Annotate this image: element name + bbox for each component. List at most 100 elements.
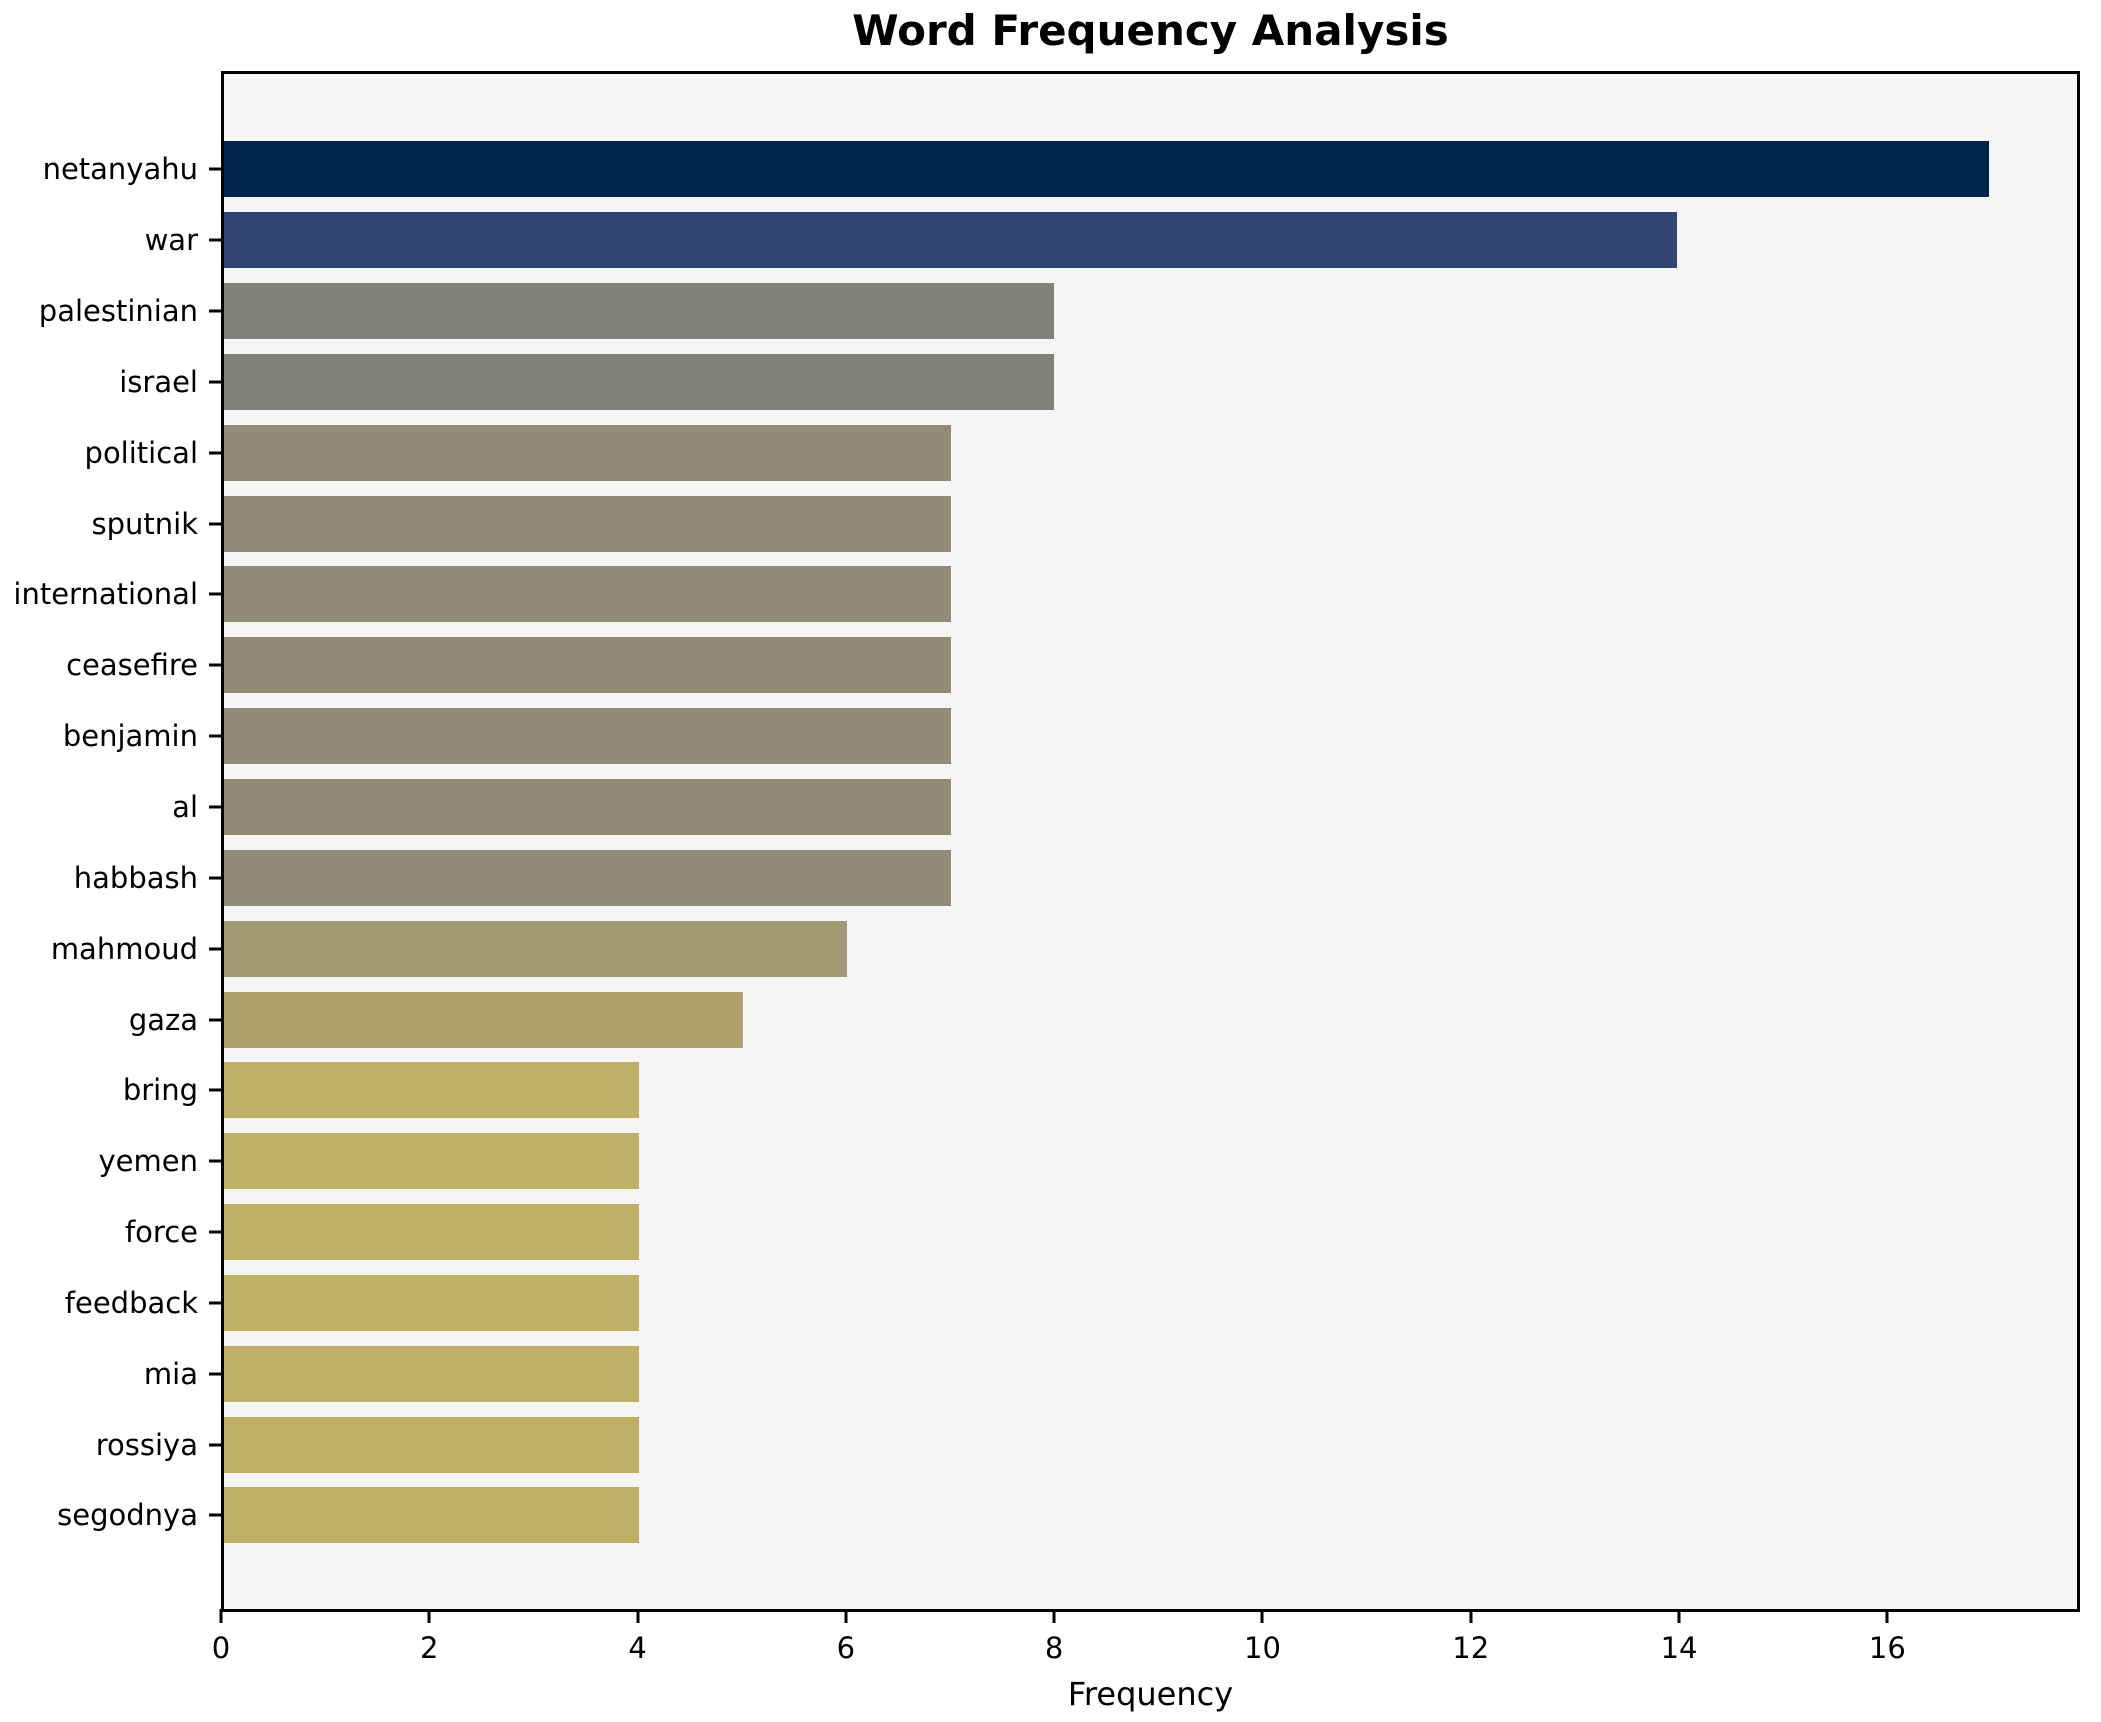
x-tick-mark (219, 1609, 223, 1623)
bar-row: ceasefire (66, 630, 2077, 701)
x-tick-label: 2 (420, 1631, 439, 1665)
y-tick-label: ceasefire (66, 648, 198, 683)
x-tick-label: 4 (628, 1631, 647, 1665)
bar (224, 283, 1055, 340)
bar (224, 1133, 640, 1190)
bar-row: feedback (65, 1268, 2077, 1339)
bar (224, 212, 1678, 269)
x-tick-label: 6 (836, 1631, 856, 1665)
bar-row: habbash (74, 842, 2077, 913)
y-tick-label: war (144, 223, 198, 258)
bar (224, 495, 951, 552)
y-tick-label: mahmoud (50, 931, 198, 966)
bar-row: mahmoud (51, 913, 2077, 984)
bar (224, 1062, 640, 1119)
bar (224, 991, 744, 1048)
x-tick-label: 8 (1044, 1631, 1064, 1665)
bar-row: netanyahu (43, 134, 2077, 205)
y-tick-mark (209, 663, 221, 667)
y-tick-mark (209, 734, 221, 738)
y-tick-label: netanyahu (42, 152, 198, 187)
bar-row: benjamin (63, 701, 2077, 772)
x-tick-mark (844, 1609, 848, 1623)
y-tick-mark (209, 1443, 221, 1447)
bar-row: force (125, 1197, 2077, 1268)
y-tick-label: gaza (128, 1002, 198, 1037)
y-tick-label: sputnik (91, 506, 199, 541)
bar-row: gaza (129, 984, 2077, 1055)
y-tick-label: rossiya (95, 1427, 198, 1462)
x-tick-label: 14 (1660, 1631, 1698, 1665)
y-tick-mark (209, 1230, 221, 1234)
bar-row: segodnya (57, 1480, 2077, 1551)
bar (224, 141, 1989, 198)
y-tick-label: bring (122, 1073, 198, 1108)
y-tick-mark (209, 238, 221, 242)
bar-row: palestinian (39, 276, 2077, 347)
bar-row: bring (123, 1055, 2077, 1126)
bar (224, 1204, 640, 1261)
y-tick-mark (209, 1018, 221, 1022)
y-tick-mark (209, 380, 221, 384)
x-tick-label: 16 (1868, 1631, 1906, 1665)
bar (224, 1345, 640, 1402)
y-tick-label: mia (143, 1356, 198, 1391)
y-tick-label: international (13, 577, 198, 612)
bar (224, 1274, 640, 1331)
chart-title: Word Frequency Analysis (852, 6, 1449, 55)
y-tick-mark (209, 167, 221, 171)
bar-row: mia (144, 1338, 2077, 1409)
y-tick-mark (209, 947, 221, 951)
y-tick-label: force (124, 1215, 198, 1250)
y-tick-mark (209, 522, 221, 526)
x-tick-label: 0 (211, 1631, 231, 1665)
bar (224, 779, 951, 836)
y-tick-label: benjamin (62, 719, 198, 754)
y-tick-mark (209, 309, 221, 313)
y-tick-mark (209, 805, 221, 809)
bar (224, 566, 951, 623)
bar (224, 849, 951, 906)
x-tick-mark (1469, 1609, 1473, 1623)
x-tick-label: 12 (1452, 1631, 1490, 1665)
bar (224, 920, 847, 977)
bar-row: war (145, 205, 2077, 276)
y-tick-label: segodnya (57, 1498, 198, 1533)
bar-row: al (172, 772, 2077, 843)
x-tick-label: 10 (1244, 1631, 1281, 1665)
x-axis-label: Frequency (1067, 1675, 1234, 1713)
x-tick-mark (636, 1609, 640, 1623)
x-tick-mark (427, 1609, 431, 1623)
bar-row: political (85, 417, 2077, 488)
y-tick-mark (209, 876, 221, 880)
bar (224, 424, 951, 481)
y-tick-label: habbash (73, 860, 198, 895)
bar (224, 637, 951, 694)
x-tick-mark (1885, 1609, 1889, 1623)
y-tick-mark (209, 592, 221, 596)
y-tick-mark (209, 1159, 221, 1163)
bar-row: rossiya (96, 1409, 2077, 1480)
bar (224, 1416, 640, 1473)
y-tick-mark (209, 1301, 221, 1305)
y-tick-label: al (172, 790, 198, 825)
y-tick-label: political (84, 435, 198, 470)
x-tick-mark (1260, 1609, 1264, 1623)
bar (224, 708, 951, 765)
y-tick-label: yemen (98, 1144, 198, 1179)
y-tick-label: palestinian (38, 294, 198, 329)
bar-row: sputnik (92, 488, 2077, 559)
y-tick-label: israel (119, 364, 198, 399)
y-tick-mark (209, 451, 221, 455)
y-tick-mark (209, 1088, 221, 1092)
bar (224, 353, 1055, 410)
y-tick-mark (209, 1372, 221, 1376)
bars-container: netanyahu war palestinian israel political sp… (13, 74, 2077, 1609)
bar-row: international (13, 559, 2077, 630)
bar-row: yemen (99, 1126, 2077, 1197)
plot-area: netanyahu war palestinian israel political sp… (13, 71, 2080, 1665)
x-tick-mark (1677, 1609, 1681, 1623)
y-tick-mark (209, 1513, 221, 1517)
x-tick-mark (1052, 1609, 1056, 1623)
